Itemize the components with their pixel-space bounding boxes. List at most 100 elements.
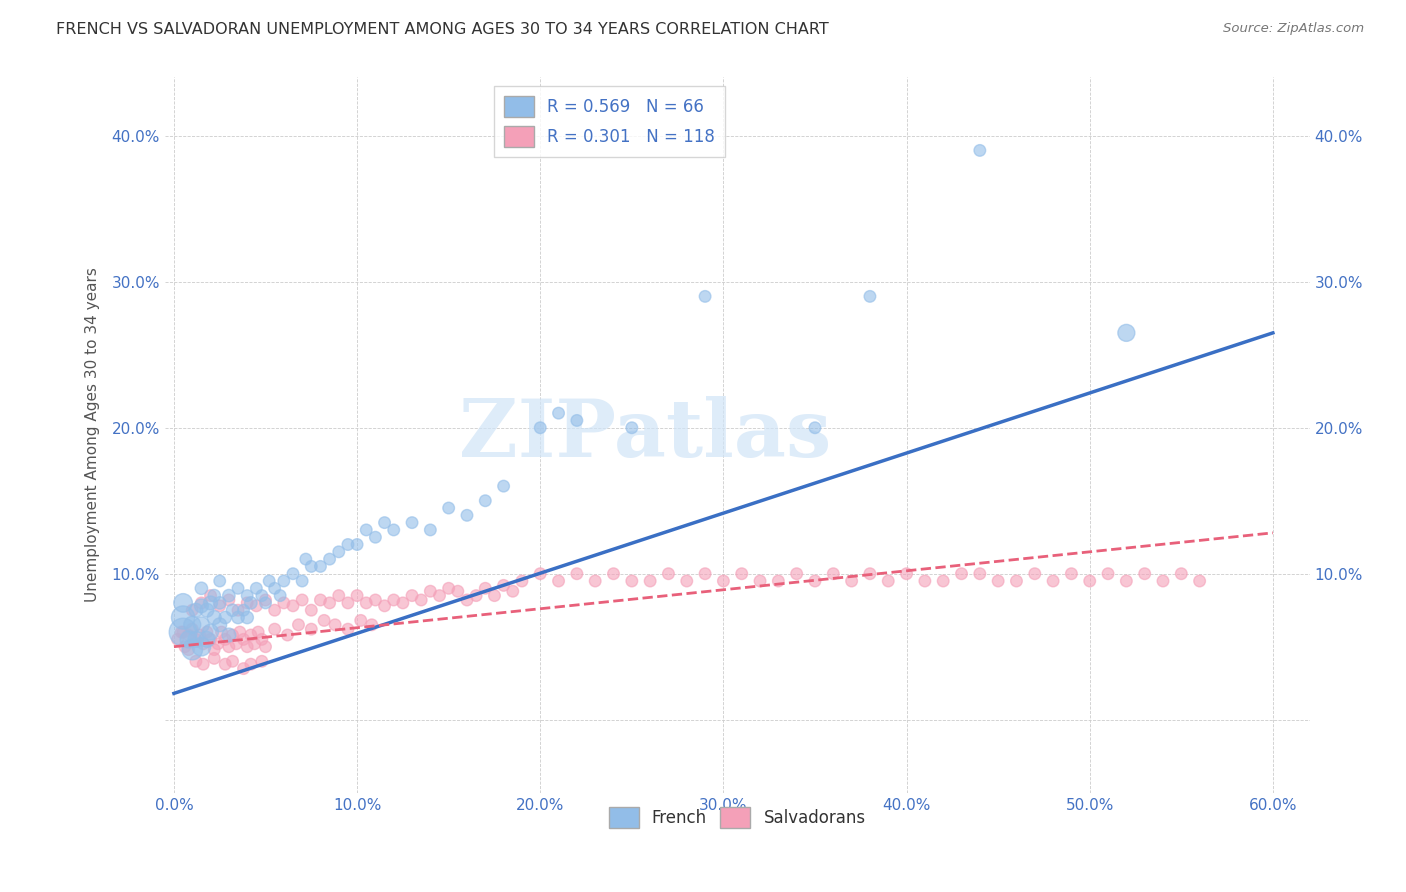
Point: [245, 599, 267, 613]
Point: [276, 628, 298, 642]
Point: [411, 593, 433, 607]
Point: [437, 582, 460, 596]
Point: [474, 493, 496, 508]
Point: [786, 566, 808, 581]
Point: [565, 413, 588, 427]
Point: [177, 632, 200, 647]
Y-axis label: Unemployment Among Ages 30 to 34 years: Unemployment Among Ages 30 to 34 years: [86, 268, 100, 602]
Point: [364, 593, 387, 607]
Point: [465, 589, 488, 603]
Point: [254, 640, 277, 654]
Point: [208, 596, 231, 610]
Point: [1152, 574, 1174, 588]
Point: [184, 632, 207, 647]
Point: [969, 566, 991, 581]
Point: [174, 640, 197, 654]
Point: [804, 574, 827, 588]
Point: [914, 574, 936, 588]
Point: [693, 289, 716, 303]
Point: [226, 610, 249, 624]
Point: [221, 603, 243, 617]
Point: [484, 589, 506, 603]
Point: [713, 574, 735, 588]
Point: [214, 657, 236, 672]
Point: [749, 574, 772, 588]
Point: [731, 566, 754, 581]
Point: [529, 566, 551, 581]
Point: [247, 625, 270, 640]
Point: [859, 289, 882, 303]
Point: [323, 617, 346, 632]
Point: [239, 628, 262, 642]
Point: [195, 603, 218, 617]
Point: [299, 622, 322, 636]
Point: [291, 574, 314, 588]
Point: [257, 574, 280, 588]
Point: [620, 574, 643, 588]
Point: [382, 523, 405, 537]
Point: [208, 617, 231, 632]
Point: [299, 559, 322, 574]
Point: [236, 640, 259, 654]
Point: [184, 603, 207, 617]
Point: [190, 617, 212, 632]
Point: [382, 593, 405, 607]
Point: [184, 632, 207, 647]
Point: [346, 589, 368, 603]
Point: [336, 537, 359, 551]
Point: [350, 614, 373, 628]
Point: [193, 657, 215, 672]
Point: [1170, 566, 1192, 581]
Point: [202, 642, 225, 657]
Point: [225, 637, 247, 651]
Point: [565, 566, 588, 581]
Point: [287, 617, 309, 632]
Point: [190, 582, 212, 596]
Point: [419, 584, 441, 599]
Point: [218, 589, 240, 603]
Point: [1133, 566, 1156, 581]
Point: [547, 574, 569, 588]
Point: [529, 421, 551, 435]
Point: [172, 610, 194, 624]
Point: [354, 523, 377, 537]
Point: [250, 654, 273, 668]
Point: [1188, 574, 1211, 588]
Point: [364, 530, 387, 544]
Point: [254, 593, 277, 607]
Point: [693, 566, 716, 581]
Text: ZIPatlas: ZIPatlas: [460, 396, 832, 474]
Point: [374, 599, 396, 613]
Text: FRENCH VS SALVADORAN UNEMPLOYMENT AMONG AGES 30 TO 34 YEARS CORRELATION CHART: FRENCH VS SALVADORAN UNEMPLOYMENT AMONG …: [56, 22, 830, 37]
Point: [492, 578, 515, 592]
Point: [202, 589, 225, 603]
Point: [1097, 566, 1119, 581]
Point: [456, 508, 478, 523]
Point: [211, 625, 233, 640]
Point: [208, 574, 231, 588]
Point: [859, 566, 882, 581]
Point: [768, 574, 790, 588]
Point: [281, 566, 304, 581]
Point: [502, 584, 524, 599]
Point: [221, 628, 243, 642]
Point: [456, 593, 478, 607]
Point: [254, 596, 277, 610]
Point: [172, 596, 194, 610]
Point: [841, 574, 863, 588]
Point: [620, 421, 643, 435]
Point: [295, 552, 318, 566]
Point: [218, 593, 240, 607]
Point: [226, 582, 249, 596]
Point: [181, 603, 204, 617]
Point: [190, 640, 212, 654]
Point: [236, 589, 259, 603]
Point: [188, 628, 211, 642]
Point: [263, 582, 285, 596]
Point: [299, 603, 322, 617]
Point: [181, 622, 204, 636]
Point: [273, 596, 295, 610]
Point: [392, 596, 415, 610]
Point: [218, 628, 240, 642]
Point: [181, 642, 204, 657]
